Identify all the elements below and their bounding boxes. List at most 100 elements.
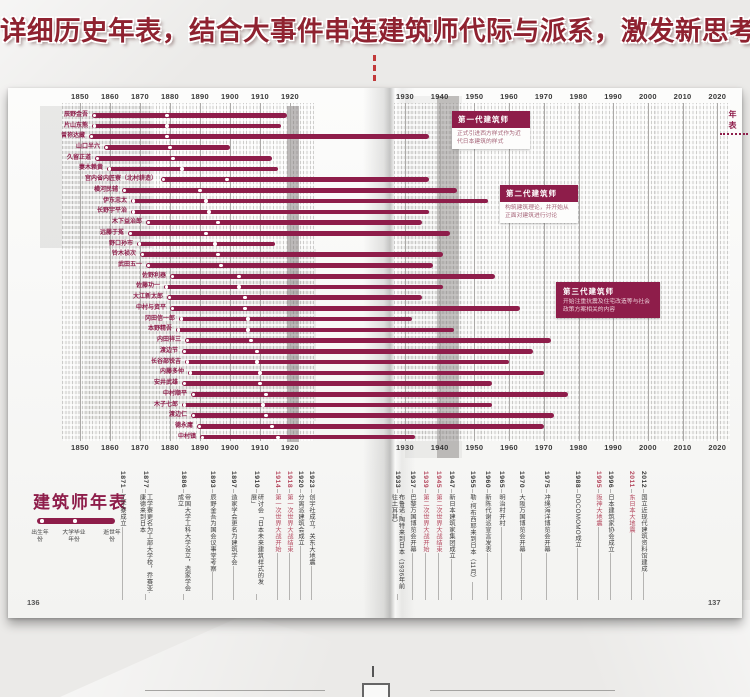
footer-device-icon xyxy=(362,683,390,697)
legend-label-graduation: 大学毕业年份 xyxy=(62,530,86,543)
event-text: 工学寮更名为工部大学校，乔赛亚·康德来到日本 xyxy=(138,494,153,594)
event-rule xyxy=(598,489,599,494)
event-rule xyxy=(397,594,398,600)
event-rule xyxy=(546,489,547,494)
event-text: 研讨会「日本未来建筑样式的发展」 xyxy=(249,494,264,586)
event-year: 1914 xyxy=(274,471,281,489)
event-year: 1893 xyxy=(209,471,216,489)
event-year: 1970 xyxy=(518,471,525,489)
event-year: 1933 xyxy=(394,471,401,489)
event-item: 1893 辰野金吾为国会议事堂考察 xyxy=(205,471,220,600)
event-item: 1886 帝国大学工科大学设立，造家学会成立 xyxy=(176,471,191,600)
event-year: 1918 xyxy=(286,471,293,489)
event-item: 1871 工学寮成立 xyxy=(115,471,130,600)
event-item: 1939 第二次世界大战开始 xyxy=(418,471,433,600)
event-rule xyxy=(425,552,426,600)
event-text: 新日本建筑家集团成立 xyxy=(448,494,455,560)
event-rule xyxy=(289,552,290,600)
legend-birth-dot xyxy=(40,519,44,523)
event-text: 第一次世界大战开始 xyxy=(274,494,281,553)
event-item: 1933 布鲁诺·陶特来到日本（1936年前往土耳其） xyxy=(390,471,405,600)
event-item: 2012 国立近现代建筑资料馆建成 xyxy=(636,471,651,600)
event-item: 1955 勒·柯布西耶来到日本（11月） xyxy=(465,471,480,600)
event-year: 1965 xyxy=(498,471,505,489)
generation-2-title: 第二代建筑师 xyxy=(500,185,578,202)
event-text: 第一次世界大战结束 xyxy=(286,494,293,553)
event-rule xyxy=(631,488,632,493)
event-item: 1910 研讨会「日本未来建筑样式的发展」 xyxy=(249,471,264,600)
event-item: 1995 阪神大地震 xyxy=(591,471,606,600)
event-item: 1897 造家学会更名为建筑学会 xyxy=(226,471,241,600)
generation-1-title: 第一代建筑师 xyxy=(452,111,530,128)
event-rule xyxy=(122,489,123,494)
event-rule xyxy=(451,489,452,494)
event-rule xyxy=(631,532,632,600)
footer-dash-mark xyxy=(372,666,374,677)
event-item: 1918 第一次世界大战结束 xyxy=(282,471,297,600)
event-rule xyxy=(610,552,611,600)
event-item: 1937 巴黎万国博览会开幕 xyxy=(405,471,420,600)
event-rule xyxy=(451,559,452,600)
event-text: 阪神大地震 xyxy=(595,494,602,527)
page-number-right: 137 xyxy=(708,598,721,607)
event-text: 第二次世界大战开始 xyxy=(422,494,429,553)
event-rule xyxy=(300,546,301,600)
event-year: 1975 xyxy=(543,471,550,489)
event-rule xyxy=(122,526,123,600)
event-rule xyxy=(212,489,213,494)
event-rule xyxy=(277,552,278,600)
event-rule xyxy=(610,489,611,494)
event-text: 造家学会更名为建筑学会 xyxy=(230,494,237,566)
event-text: 大阪万国博览会开幕 xyxy=(518,494,525,553)
legend-grad-dot xyxy=(73,519,77,523)
generation-1-callout: 第一代建筑师 正式引进西方样式作为近代日本建筑的样式 xyxy=(452,111,530,149)
event-rule xyxy=(521,552,522,600)
event-rule xyxy=(487,552,488,600)
side-tab-dotted-rule xyxy=(720,133,748,135)
event-year: 1920 xyxy=(297,471,304,489)
event-year: 1996 xyxy=(607,471,614,489)
event-year: 1871 xyxy=(119,471,126,489)
event-rule xyxy=(233,565,234,600)
red-dashed-connector xyxy=(373,55,376,81)
event-text: 日本建筑家协会成立 xyxy=(607,494,614,553)
event-text: 国立近现代建筑资料馆建成 xyxy=(640,494,647,573)
legend-label-birth: 出生年份 xyxy=(31,530,49,543)
event-rule xyxy=(425,489,426,494)
event-rule xyxy=(546,552,547,600)
generation-3-callout: 第三代建筑师 开始注重抗震及住宅改造等与社会政策方案相关的内容 xyxy=(556,282,660,318)
event-year: 1897 xyxy=(230,471,237,489)
event-item: 1923 创宇社成立，关东大地震 xyxy=(304,471,319,600)
event-item: 1975 冲绳海洋博览会开幕 xyxy=(539,471,554,600)
event-rule xyxy=(256,489,257,494)
event-text: 工学寮成立 xyxy=(119,494,126,527)
event-year: 1910 xyxy=(253,471,260,489)
event-year: 1988 xyxy=(574,471,581,489)
event-rule xyxy=(412,489,413,494)
event-rule xyxy=(212,572,213,600)
event-rule xyxy=(311,565,312,600)
event-rule xyxy=(577,548,578,600)
event-text: 第二次世界大战结束 xyxy=(435,494,442,553)
page-number-left: 136 xyxy=(27,598,40,607)
event-text: 新陈代谢派宣言发表 xyxy=(484,494,491,553)
event-rule xyxy=(472,581,473,600)
event-item: 1970 大阪万国博览会开幕 xyxy=(514,471,529,600)
footer-rule-right xyxy=(430,690,615,691)
event-item: 1960 新陈代谢派宣言发表 xyxy=(480,471,495,600)
event-text: 布鲁诺·陶特来到日本（1936年前往土耳其） xyxy=(390,494,405,590)
event-year: 1886 xyxy=(180,471,187,489)
event-year: 1877 xyxy=(142,471,149,489)
event-text: 东日本大地震 xyxy=(628,493,635,533)
event-item: 1947 新日本建筑家集团成立 xyxy=(444,471,459,600)
event-year: 1960 xyxy=(484,471,491,489)
event-text: 帝国大学工科大学设立，造家学会成立 xyxy=(176,494,191,592)
event-rule xyxy=(643,489,644,494)
generation-1-desc: 正式引进西方样式作为近代日本建筑的样式 xyxy=(452,128,530,149)
event-rule xyxy=(501,489,502,494)
event-year: 1937 xyxy=(409,471,416,489)
legend-label-death: 逝世年份 xyxy=(103,530,121,543)
event-rule xyxy=(521,489,522,494)
event-rule xyxy=(472,489,473,494)
